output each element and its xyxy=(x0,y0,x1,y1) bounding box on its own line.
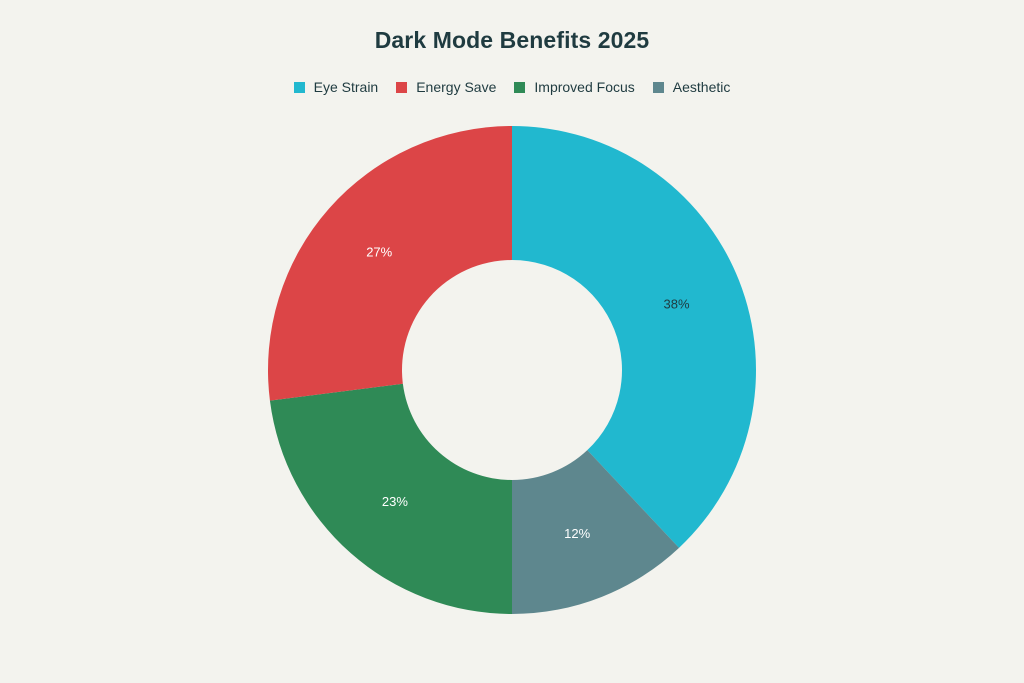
legend-label: Eye Strain xyxy=(313,79,379,95)
legend-swatch xyxy=(652,81,664,93)
slice-data-label: 38% xyxy=(664,296,690,311)
donut-slice-improved-focus[interactable] xyxy=(269,383,512,614)
chart-title: Dark Mode Benefits 2025 xyxy=(374,27,650,53)
legend-item-improved-focus[interactable]: Improved Focus xyxy=(514,79,635,95)
donut-slice-eye-strain[interactable] xyxy=(512,126,756,548)
legend-label: Aesthetic xyxy=(672,79,731,95)
slice-data-label: 23% xyxy=(382,494,408,509)
legend-swatch xyxy=(514,81,526,93)
slice-data-label: 27% xyxy=(366,244,392,259)
legend-swatch xyxy=(293,81,305,93)
legend-label: Energy Save xyxy=(416,79,497,95)
legend-item-energy-save[interactable]: Energy Save xyxy=(396,79,496,95)
legend-swatch xyxy=(396,81,408,93)
legend-item-aesthetic[interactable]: Aesthetic xyxy=(652,79,731,95)
chart-legend: Eye Strain Energy Save Improved Focus Ae… xyxy=(0,79,1024,95)
donut-slice-aesthetic[interactable] xyxy=(512,450,680,614)
slice-data-label: 12% xyxy=(564,526,590,541)
legend-item-eye-strain[interactable]: Eye Strain xyxy=(293,79,379,95)
legend-label: Improved Focus xyxy=(534,79,635,95)
donut-slice-energy-save[interactable] xyxy=(268,126,512,401)
